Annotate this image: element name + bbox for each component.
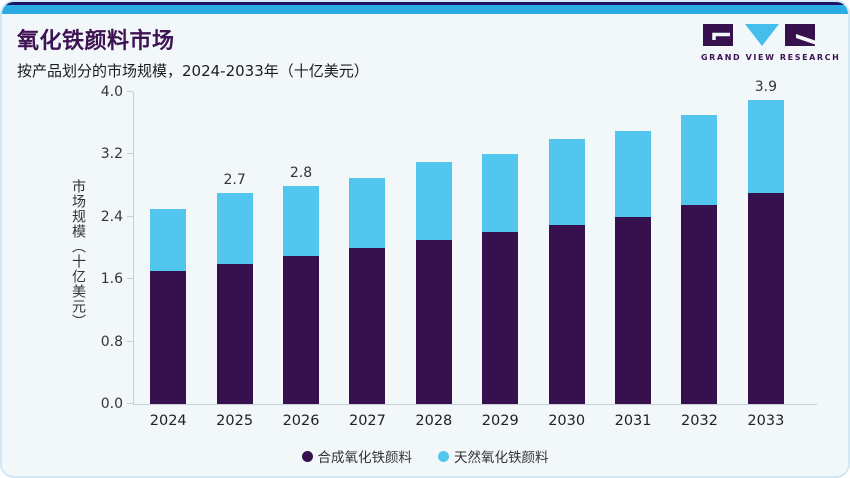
bar-stack <box>615 131 652 404</box>
y-tick-mark <box>127 91 133 92</box>
y-tick-mark <box>127 215 133 217</box>
bar-segment-natural <box>747 99 784 194</box>
bar-segment-natural <box>615 131 652 217</box>
bar-slot: 3.9 <box>733 79 799 404</box>
y-tick-mark <box>127 403 133 404</box>
bar-slot <box>533 92 599 404</box>
bar-segment-synthetic <box>283 255 320 404</box>
bar-slot <box>135 92 201 404</box>
page-subtitle: 按产品划分的市场规模，2024-2033年（十亿美元） <box>17 62 369 80</box>
bar-segment-natural <box>548 138 585 225</box>
x-tick-label: 2031 <box>614 413 652 429</box>
top-accent-bar <box>2 2 848 14</box>
bar-segment-natural <box>150 209 187 272</box>
x-tick-label: 2033 <box>747 413 785 429</box>
x-tick-label: 2029 <box>481 413 519 429</box>
bar-stack <box>747 99 784 404</box>
bar-slot <box>401 92 467 404</box>
header: 氧化铁颜料市场 按产品划分的市场规模，2024-2033年（十亿美元） <box>17 23 369 81</box>
bar-segment-synthetic <box>150 271 187 404</box>
legend: 合成氧化铁颜料 天然氧化铁颜料 <box>2 446 848 466</box>
bar-plot-area: 2.7 2.8 3.9 <box>135 79 799 404</box>
legend-label: 合成氧化铁颜料 <box>317 450 413 466</box>
y-tick-label: 0.0 <box>100 396 123 412</box>
bar-segment-natural <box>482 154 519 233</box>
y-tick-label: 3.2 <box>100 146 123 163</box>
y-tick-label: 0.8 <box>100 333 123 350</box>
x-axis-labels: 2024 2025 2026 2027 2028 2029 2030 2031 2032 2033 <box>135 413 799 429</box>
legend-item: 天然氧化铁颜料 <box>438 446 549 466</box>
bar-stack <box>216 193 253 404</box>
bar-segment-synthetic <box>681 205 718 404</box>
bar-segment-natural <box>216 193 253 264</box>
bar-segment-synthetic <box>548 224 585 404</box>
x-tick-label: 2032 <box>681 413 718 429</box>
bar-segment-synthetic <box>615 216 652 404</box>
bar-stack <box>150 209 187 404</box>
bar-slot <box>334 92 400 404</box>
y-axis-line <box>133 92 134 404</box>
bar-stack <box>415 162 452 404</box>
legend-label: 天然氧化铁颜料 <box>454 450 549 466</box>
grand-view-research-logo: GRAND VIEW RESEARCH <box>701 24 841 62</box>
bar-segment-synthetic <box>216 263 253 404</box>
x-tick-label: 2026 <box>282 413 320 429</box>
bar-slot: 2.7 <box>201 92 267 404</box>
bar-stack <box>681 115 718 404</box>
logo-text: GRAND VIEW RESEARCH <box>701 53 841 62</box>
legend-dot-icon <box>438 450 449 462</box>
bar-slot: 2.8 <box>268 92 334 404</box>
bar-stack <box>283 185 320 404</box>
bar-slot <box>600 92 666 404</box>
x-tick-label: 2024 <box>149 413 187 429</box>
bar-total-label: 2.8 <box>289 164 313 181</box>
bar-segment-natural <box>415 162 452 241</box>
x-tick-label: 2025 <box>216 413 254 429</box>
bar-segment-synthetic <box>482 232 519 404</box>
bar-total-label: 3.9 <box>754 78 777 95</box>
y-axis-labels: 0.0 0.8 1.6 2.4 3.2 4.0 <box>2 84 123 412</box>
bar-stack <box>482 154 519 404</box>
y-tick-mark <box>127 153 133 155</box>
bar-total-label: 2.7 <box>223 172 246 189</box>
legend-dot-icon <box>301 450 313 462</box>
bar-segment-natural <box>283 185 320 256</box>
x-tick-label: 2028 <box>415 413 453 429</box>
bar-segment-natural <box>349 177 386 248</box>
x-tick-label: 2030 <box>548 413 586 429</box>
bar-segment-synthetic <box>415 240 452 404</box>
y-tick-mark <box>127 340 133 342</box>
y-tick-label: 4.0 <box>100 84 123 100</box>
bar-slot <box>666 92 732 404</box>
bar-stack <box>349 177 386 404</box>
gvr-logo-icon <box>703 24 815 46</box>
y-tick-mark <box>127 278 133 280</box>
y-tick-label: 2.4 <box>100 208 123 225</box>
bar-slot <box>467 92 533 404</box>
bar-segment-synthetic <box>349 248 386 404</box>
page-title: 氧化铁颜料市场 <box>17 29 175 54</box>
x-axis-line <box>133 404 817 405</box>
y-axis-title: 市场规模（十亿美元） <box>70 179 86 329</box>
legend-item: 合成氧化铁颜料 <box>301 446 413 466</box>
y-tick-label: 1.6 <box>100 271 123 288</box>
bar-segment-natural <box>681 115 718 206</box>
bar-stack <box>548 138 585 404</box>
bar-segment-synthetic <box>747 193 784 404</box>
y-axis-tick-marks <box>127 91 133 404</box>
x-tick-label: 2027 <box>348 413 386 429</box>
